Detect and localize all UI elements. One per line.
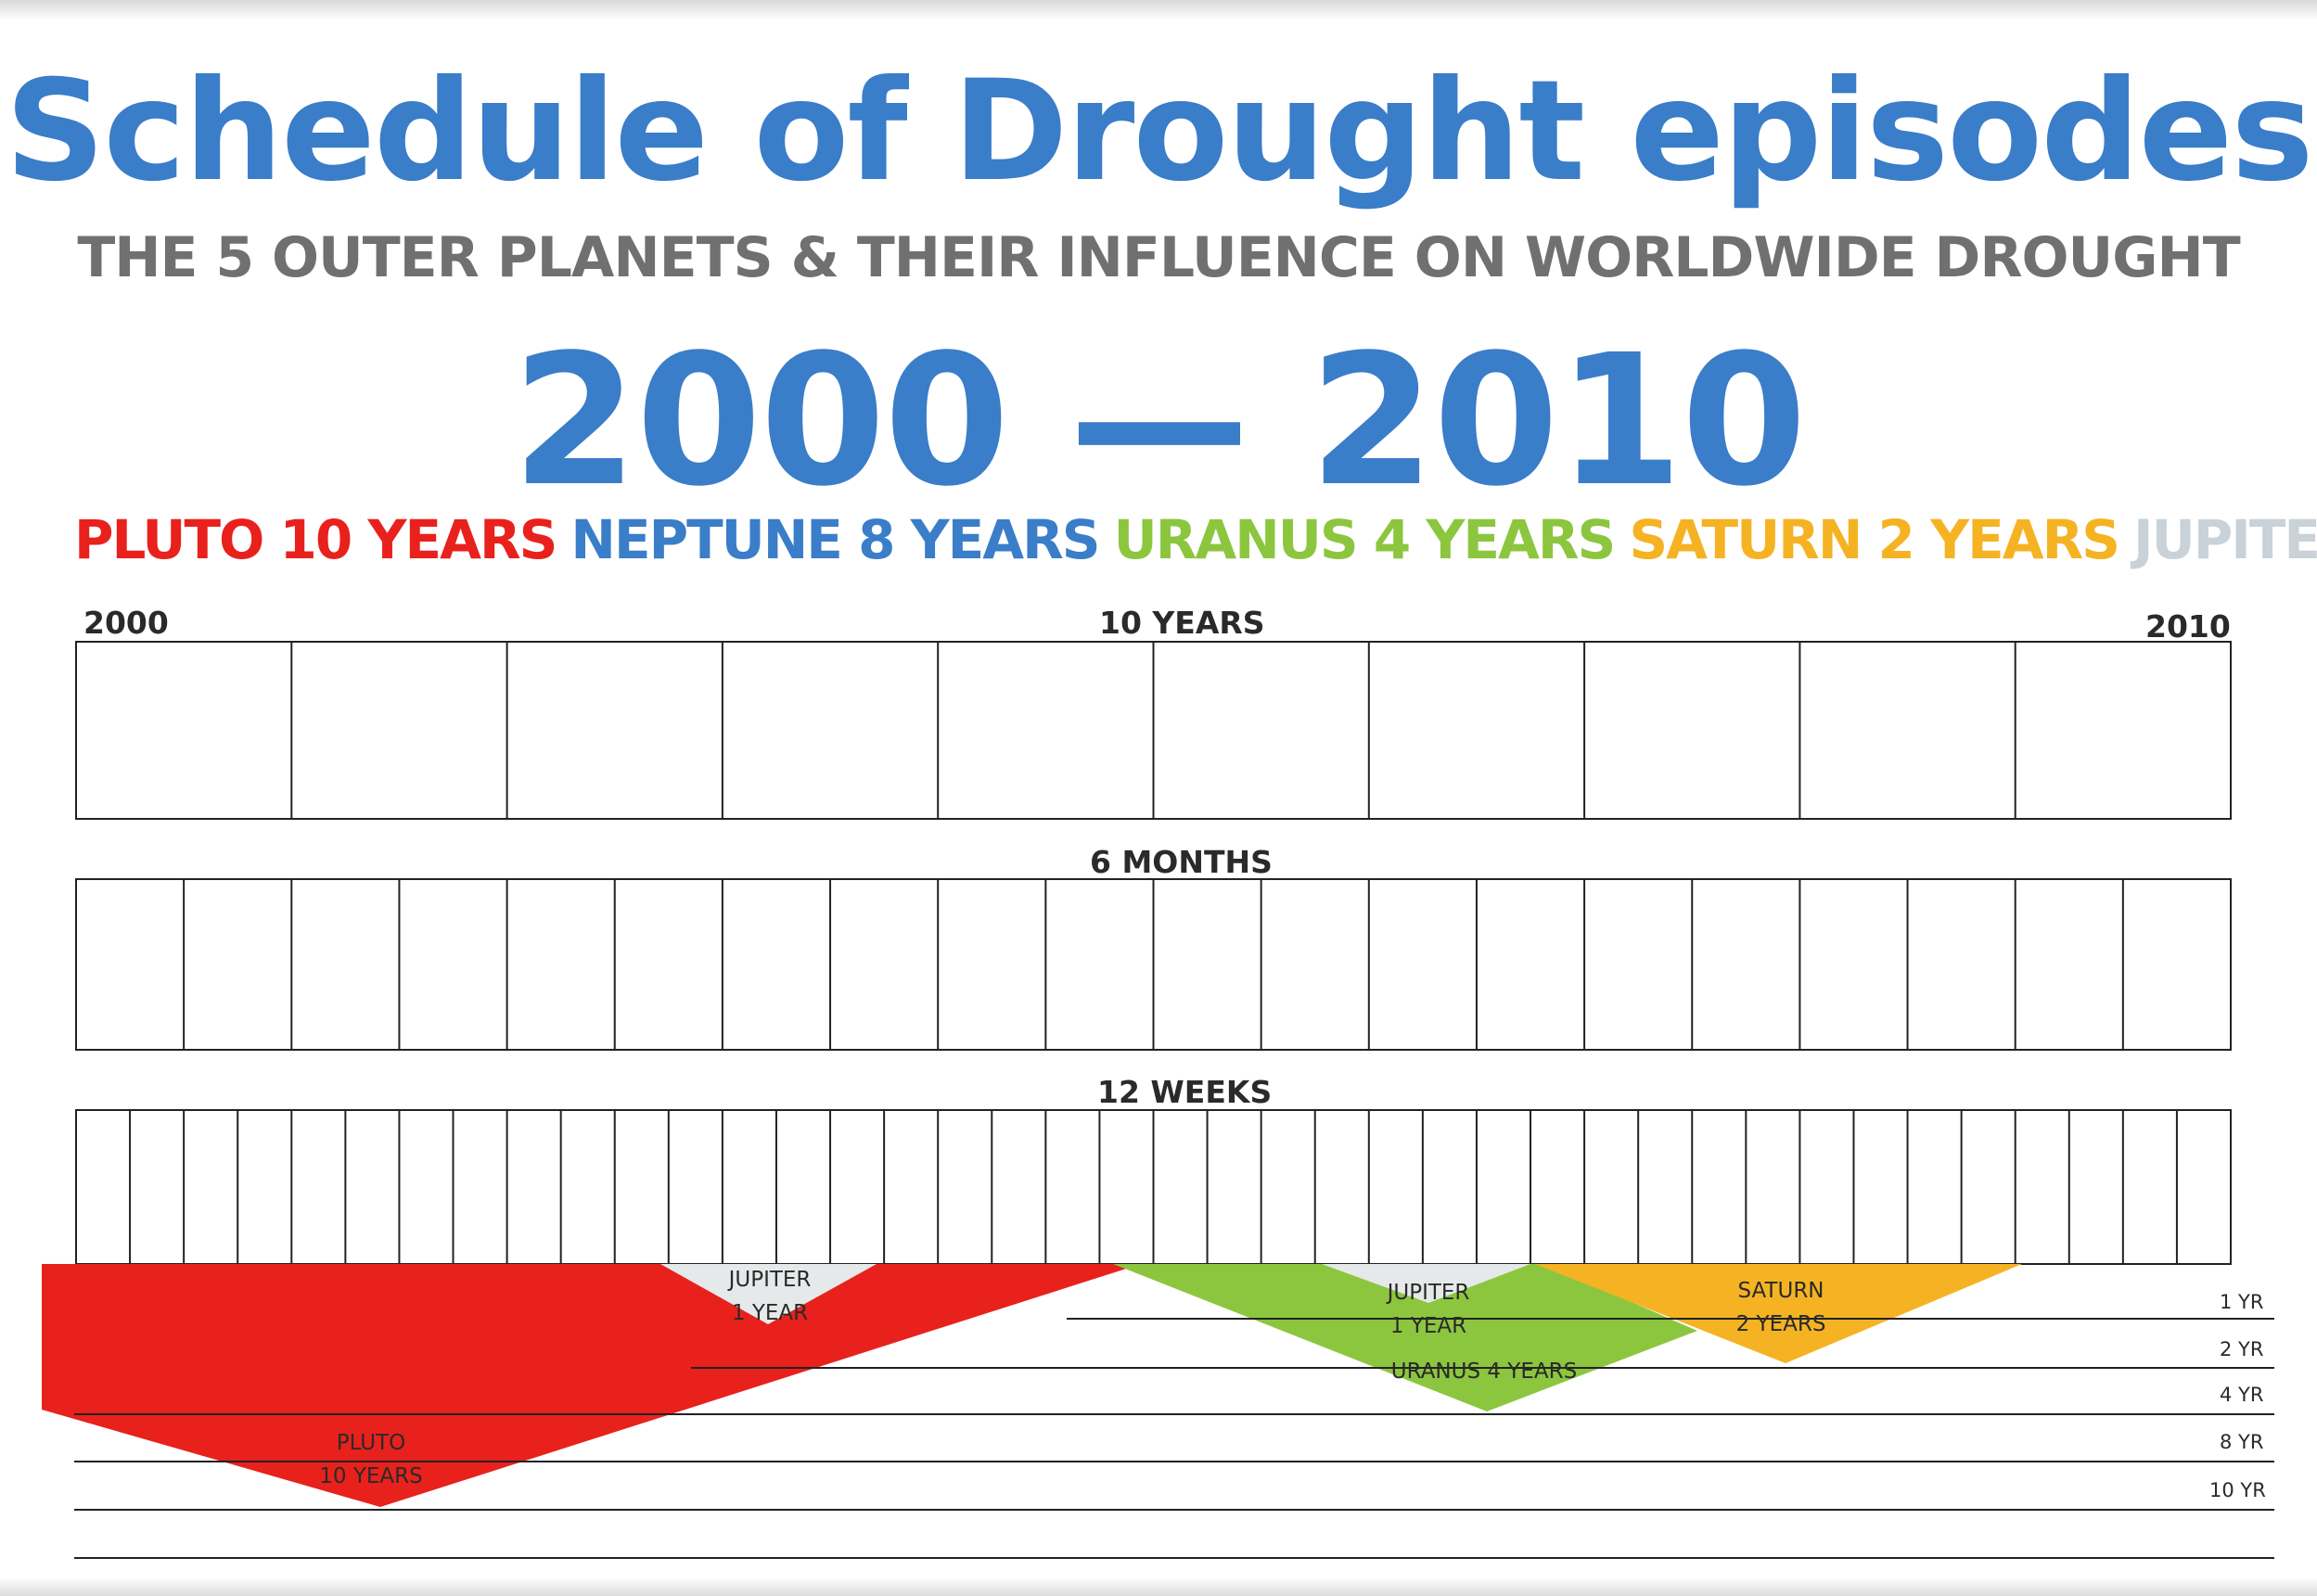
jupiter-episode-label-a: JUPITER 1 YEAR [705, 1263, 835, 1330]
year-range: 2000 — 2010 [511, 315, 1807, 526]
pluto-line2: 10 YEARS [319, 1464, 423, 1488]
scale-label-1yr: 1 YR [2220, 1291, 2264, 1313]
jupiter-b-line2: 1 YEAR [1389, 1314, 1467, 1338]
page-edge-bottom [0, 1577, 2317, 1596]
saturn-episode-label: SATURN 2 YEARS [1716, 1274, 1846, 1341]
legend-uranus: URANUS 4 YEARS [1113, 508, 1617, 571]
drought-scale-lines [74, 1318, 2274, 1559]
scale-label-8yr: 8 YR [2220, 1431, 2264, 1453]
six-months-label: 6 MONTHS [1090, 844, 1273, 880]
uranus-line1: URANUS 4 YEARS [1390, 1360, 1578, 1384]
pluto-episode-label: PLUTO 10 YEARS [306, 1426, 436, 1493]
twelve-weeks-label: 12 WEEKS [1097, 1074, 1273, 1110]
page-subtitle: THE 5 OUTER PLANETS & THEIR INFLUENCE ON… [77, 225, 2240, 290]
scale-label-2yr: 2 YR [2220, 1338, 2264, 1360]
page-title: Schedule of Drought episodes [5, 51, 2313, 212]
jupiter-a-line2: 1 YEAR [731, 1301, 809, 1325]
legend-jupiter: JUPITER 1 [2133, 508, 2317, 571]
jupiter-episode-shape-a [660, 1264, 877, 1324]
uranus-episode-label: URANUS 4 YEARS [1373, 1355, 1595, 1388]
start-year-label: 2000 [83, 605, 169, 641]
saturn-line2: 2 YEARS [1735, 1312, 1826, 1336]
six-month-grid [75, 878, 2232, 1051]
page-edge-top [0, 0, 2317, 20]
scale-label-4yr: 4 YR [2220, 1384, 2264, 1406]
pluto-episode-shape [42, 1264, 1141, 1507]
legend-neptune: NEPTUNE 8 YEARS [570, 508, 1100, 571]
ten-years-label: 10 YEARS [1099, 605, 1265, 641]
end-year-label: 2010 [2145, 608, 2231, 645]
jupiter-episode-label-b: JUPITER 1 YEAR [1363, 1276, 1493, 1343]
planet-legend: PLUTO 10 YEARS NEPTUNE 8 YEARS URANUS 4 YE… [74, 508, 2317, 571]
twelve-week-grid [75, 1109, 2232, 1265]
uranus-episode-shape [1113, 1264, 1697, 1411]
scale-label-10yr: 10 YR [2209, 1479, 2266, 1501]
legend-pluto: PLUTO 10 YEARS [74, 508, 557, 571]
jupiter-a-line1: JUPITER [728, 1268, 812, 1292]
jupiter-episode-shape-b [1322, 1264, 1530, 1303]
pluto-line1: PLUTO [336, 1431, 406, 1455]
ten-year-grid [75, 641, 2232, 820]
saturn-line1: SATURN [1737, 1279, 1824, 1303]
saturn-episode-shape [1535, 1264, 2022, 1363]
jupiter-b-line1: JUPITER [1387, 1281, 1470, 1305]
legend-saturn: SATURN 2 YEARS [1629, 508, 2120, 571]
